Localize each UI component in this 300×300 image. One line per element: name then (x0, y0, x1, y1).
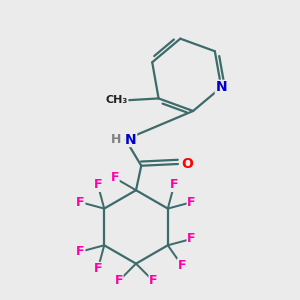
Text: F: F (170, 178, 178, 191)
Text: F: F (115, 274, 123, 287)
Text: F: F (187, 232, 196, 245)
Text: F: F (149, 274, 158, 287)
Text: F: F (94, 178, 102, 191)
Text: F: F (178, 259, 186, 272)
Text: F: F (111, 172, 119, 184)
Text: F: F (76, 196, 85, 209)
Text: CH₃: CH₃ (106, 95, 128, 105)
Text: F: F (76, 245, 85, 258)
Text: N: N (125, 133, 136, 146)
Text: H: H (110, 133, 121, 146)
Text: N: N (215, 80, 227, 94)
Text: O: O (181, 157, 193, 171)
Text: F: F (187, 196, 196, 209)
Text: F: F (94, 262, 102, 275)
